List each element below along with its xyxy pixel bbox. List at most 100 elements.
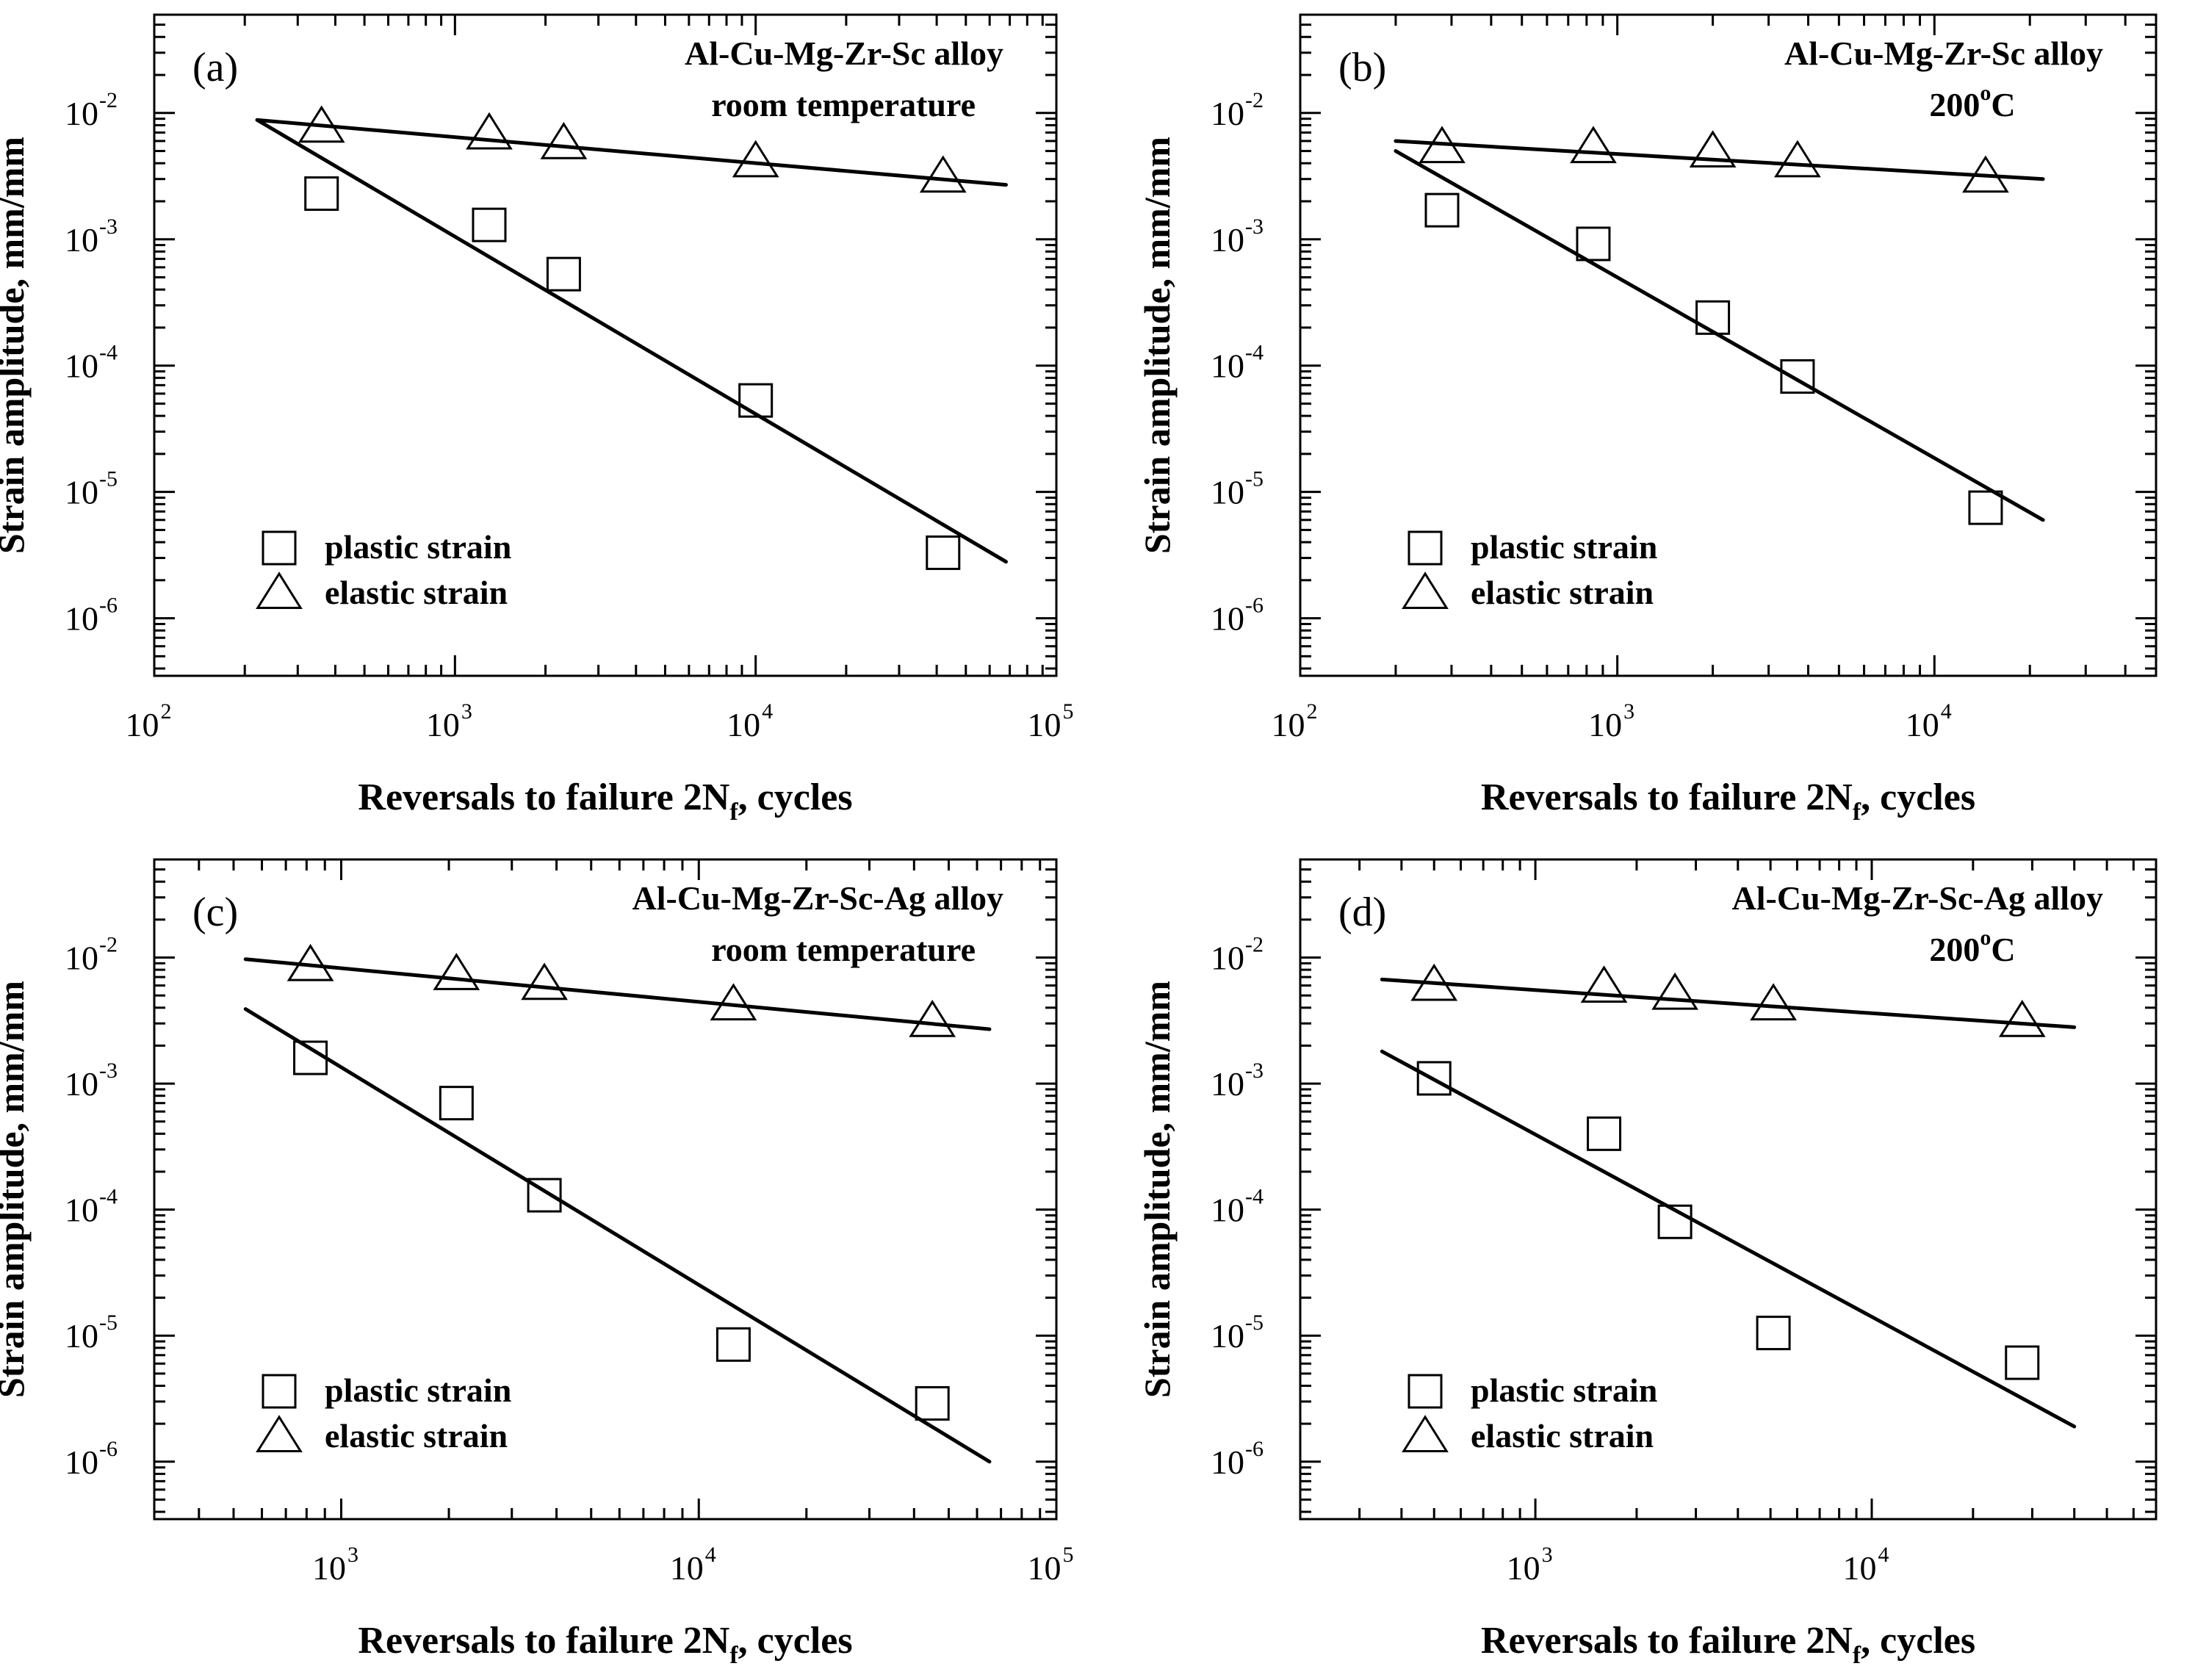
plot-frame bbox=[1299, 858, 2158, 1521]
x-label-main: Reversals to failure 2N bbox=[358, 1620, 729, 1662]
data-series bbox=[255, 105, 1008, 570]
y-tick-exponent: -2 bbox=[99, 88, 118, 112]
legend-square-shape bbox=[262, 1374, 297, 1409]
y-tick-exponent: -3 bbox=[1245, 1059, 1264, 1083]
x-tick-exponent: 3 bbox=[1542, 1543, 1553, 1567]
plastic-fit-line bbox=[1380, 1049, 2077, 1429]
elastic-fit-line bbox=[255, 118, 1008, 187]
legend-square-marker bbox=[1407, 1374, 1443, 1409]
condition-degree: o bbox=[1980, 81, 1991, 105]
legend: plastic strain elastic strain bbox=[1402, 528, 1657, 611]
plastic-strain-point bbox=[527, 1178, 562, 1213]
axis-ticks bbox=[1299, 13, 2158, 676]
y-tick-exponent: -6 bbox=[99, 1437, 118, 1461]
plastic-strain-point bbox=[1756, 1316, 1791, 1351]
elastic-strain-point bbox=[919, 155, 967, 193]
elastic-strain-point bbox=[433, 953, 480, 990]
elastic-strain-point bbox=[909, 999, 956, 1037]
y-tick-exponent: -2 bbox=[1245, 933, 1264, 957]
x-label-subscript: f bbox=[729, 1642, 738, 1669]
elastic-strain-point bbox=[1651, 972, 1698, 1010]
legend-square-marker bbox=[1407, 530, 1443, 566]
y-tick-exponent: -4 bbox=[1245, 341, 1264, 365]
x-tick-label: 105 bbox=[1028, 1543, 1074, 1587]
x-tick-exponent: 4 bbox=[1878, 1543, 1889, 1567]
panel-b: 102 103 104 10-6 10-5 10-4 10-3 10-2 (b) Al-Cu-… bbox=[1136, 13, 2158, 826]
legend-plastic-label: plastic strain bbox=[325, 528, 511, 566]
plastic-strain-point bbox=[1576, 226, 1611, 262]
y-tick-exponent: -5 bbox=[99, 467, 118, 491]
x-tick-label: 102 bbox=[126, 699, 172, 743]
x-tick-label: 103 bbox=[1507, 1543, 1553, 1587]
condition-label: room temperature bbox=[711, 86, 976, 123]
y-tick-exponent: -6 bbox=[1245, 594, 1264, 618]
condition-label: 200oC bbox=[1929, 81, 2015, 123]
legend-plastic-label: plastic strain bbox=[1471, 528, 1657, 566]
x-label-tail: , cycles bbox=[1861, 1620, 1975, 1662]
legend-plastic-label: plastic strain bbox=[325, 1371, 511, 1409]
y-tick-exponent: -4 bbox=[99, 341, 118, 365]
y-tick-exponent: -3 bbox=[99, 1059, 118, 1083]
y-tick-exponent: -2 bbox=[1245, 88, 1264, 112]
y-tick-label: 10-5 bbox=[65, 467, 118, 511]
y-tick-exponent: -5 bbox=[99, 1311, 118, 1335]
elastic-strain-point bbox=[521, 962, 568, 1001]
elastic-strain-point bbox=[1570, 126, 1617, 164]
elastic-strain-point bbox=[710, 983, 757, 1021]
tick-labels: 102 103 104 10-6 10-5 10-4 10-3 10-2 bbox=[1211, 88, 1952, 743]
x-tick-label: 105 bbox=[1028, 699, 1074, 743]
plastic-strain-point bbox=[439, 1086, 474, 1121]
legend-triangle-marker bbox=[256, 1415, 303, 1452]
legend-square-marker bbox=[262, 530, 297, 566]
plastic-strain-point bbox=[1968, 490, 2003, 525]
x-tick-label: 102 bbox=[1272, 699, 1318, 743]
elastic-strain-point bbox=[1419, 126, 1466, 164]
x-tick-exponent: 2 bbox=[1307, 699, 1318, 724]
x-label-tail: , cycles bbox=[738, 1620, 853, 1662]
legend-elastic-label: elastic strain bbox=[1471, 574, 1654, 611]
plastic-strain-point bbox=[546, 256, 581, 292]
y-tick-exponent: -5 bbox=[1245, 467, 1264, 491]
legend-triangle-shape bbox=[1402, 1415, 1449, 1452]
panel-a: 102 103 104 105 10-6 10-5 10-4 10-3 10-2 (a) Al-… bbox=[0, 13, 1074, 826]
elastic-strain-point bbox=[298, 105, 345, 143]
plastic-strain-point bbox=[472, 207, 507, 242]
elastic-strain-point bbox=[1998, 999, 2046, 1037]
elastic-strain-point bbox=[1774, 140, 1821, 178]
axis-ticks bbox=[153, 13, 1058, 676]
x-label-subscript: f bbox=[1853, 798, 1861, 826]
x-tick-label: 103 bbox=[1588, 699, 1634, 743]
x-tick-exponent: 3 bbox=[461, 699, 472, 724]
legend: plastic strain elastic strain bbox=[1402, 1371, 1657, 1454]
legend-elastic-label: elastic strain bbox=[325, 574, 508, 611]
y-tick-label: 10-6 bbox=[65, 1437, 118, 1481]
y-tick-label: 10-3 bbox=[65, 214, 118, 259]
y-tick-exponent: -6 bbox=[99, 594, 118, 618]
plastic-strain-point bbox=[1424, 192, 1460, 228]
elastic-strain-point bbox=[1750, 983, 1797, 1021]
x-tick-exponent: 4 bbox=[1941, 699, 1952, 724]
x-tick-exponent: 2 bbox=[161, 699, 172, 724]
plastic-strain-point bbox=[2005, 1345, 2040, 1380]
x-tick-label: 104 bbox=[1843, 1543, 1889, 1587]
alloy-label: Al-Cu-Mg-Zr-Sc-Ag alloy bbox=[1732, 879, 2103, 917]
condition-degree: o bbox=[1980, 926, 1991, 950]
condition-text: room temperature bbox=[711, 86, 976, 123]
y-tick-label: 10-6 bbox=[1211, 594, 1264, 638]
x-label-tail: , cycles bbox=[738, 776, 853, 818]
legend-elastic-label: elastic strain bbox=[1471, 1417, 1654, 1454]
y-tick-label: 10-5 bbox=[1211, 1311, 1264, 1355]
x-tick-exponent: 3 bbox=[347, 1543, 358, 1567]
legend-square-shape bbox=[1407, 530, 1443, 566]
y-tick-label: 10-3 bbox=[65, 1059, 118, 1103]
legend-triangle-marker bbox=[256, 572, 303, 609]
condition-label: room temperature bbox=[711, 931, 976, 968]
x-tick-exponent: 4 bbox=[762, 699, 773, 724]
legend-triangle-shape bbox=[1402, 572, 1449, 609]
legend: plastic strain elastic strain bbox=[256, 528, 511, 611]
plastic-fit-line bbox=[1394, 149, 2045, 522]
y-axis-label: Strain amplitude, mm/mm bbox=[1136, 137, 1178, 554]
data-series bbox=[243, 943, 992, 1464]
panel-label: (b) bbox=[1338, 45, 1386, 90]
